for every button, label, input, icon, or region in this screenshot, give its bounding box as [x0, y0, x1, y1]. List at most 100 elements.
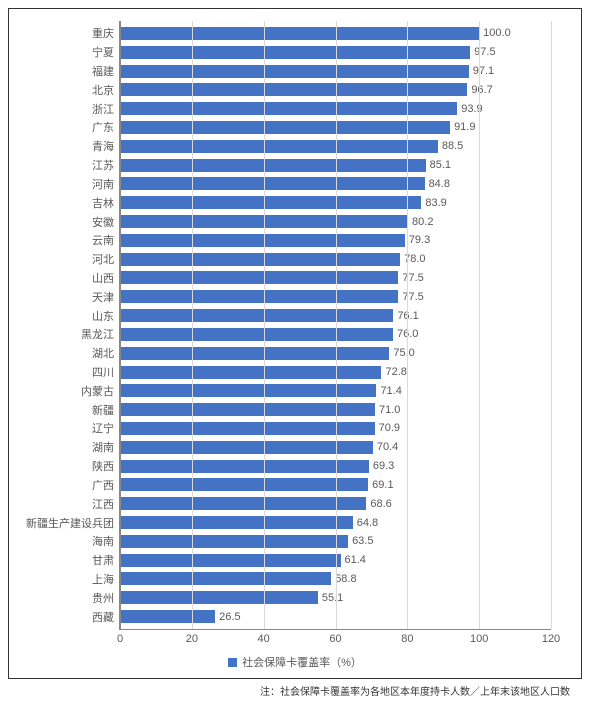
bar: [120, 384, 376, 397]
category-label: 山东: [10, 308, 114, 324]
bar: [120, 290, 398, 303]
category-label: 吉林: [10, 195, 114, 211]
value-label: 71.0: [379, 404, 400, 416]
category-label: 四川: [10, 364, 114, 380]
value-label: 80.2: [412, 216, 433, 228]
footnote: 注：社会保障卡覆盖率为各地区本年度持卡人数／上年末该地区人口数: [8, 683, 582, 698]
bar: [120, 46, 470, 59]
bar: [120, 554, 341, 567]
bar: [120, 535, 348, 548]
category-label: 河北: [10, 251, 114, 267]
bar: [120, 478, 368, 491]
bar: [120, 177, 425, 190]
gridline: [407, 21, 408, 629]
x-tick-label: 100: [470, 633, 488, 645]
value-label: 70.4: [377, 441, 398, 453]
category-label: 广西: [10, 477, 114, 493]
bar: [120, 610, 215, 623]
bar: [120, 121, 450, 134]
bar: [120, 65, 469, 78]
category-label: 江西: [10, 496, 114, 512]
category-label: 宁夏: [10, 44, 114, 60]
category-label: 江苏: [10, 157, 114, 173]
value-label: 68.6: [370, 498, 391, 510]
bar: [120, 460, 369, 473]
value-label: 72.8: [385, 366, 406, 378]
bar: [120, 328, 393, 341]
gridline: [192, 21, 193, 629]
x-tick-label: 0: [117, 633, 123, 645]
gridline: [479, 21, 480, 629]
category-label: 内蒙古: [10, 383, 114, 399]
value-label: 97.1: [473, 65, 494, 77]
category-label: 湖南: [10, 439, 114, 455]
value-label: 61.4: [345, 554, 366, 566]
x-tick-label: 60: [329, 633, 341, 645]
category-label: 广东: [10, 119, 114, 135]
bar: [120, 83, 467, 96]
bar: [120, 347, 389, 360]
category-label: 山西: [10, 270, 114, 286]
value-label: 69.3: [373, 460, 394, 472]
value-label: 58.8: [335, 573, 356, 585]
x-tick-label: 20: [186, 633, 198, 645]
category-label: 黑龙江: [10, 326, 114, 342]
value-label: 79.3: [409, 234, 430, 246]
bar: [120, 572, 331, 585]
bar: [120, 140, 438, 153]
value-label: 55.1: [322, 592, 343, 604]
category-label: 上海: [10, 571, 114, 587]
category-label: 河南: [10, 176, 114, 192]
value-label: 71.4: [380, 385, 401, 397]
category-label: 新疆生产建设兵团: [10, 515, 114, 531]
gridline: [264, 21, 265, 629]
legend-label: 社会保障卡覆盖率（%）: [242, 654, 362, 670]
category-label: 安徽: [10, 214, 114, 230]
x-tick-label: 80: [401, 633, 413, 645]
bar: [120, 253, 400, 266]
value-label: 75.0: [393, 347, 414, 359]
bar: [120, 497, 366, 510]
bar: [120, 403, 375, 416]
x-tick-label: 120: [542, 633, 560, 645]
x-tick-label: 40: [258, 633, 270, 645]
value-label: 97.5: [474, 46, 495, 58]
category-label: 西藏: [10, 609, 114, 625]
category-label: 辽宁: [10, 420, 114, 436]
bar: [120, 516, 353, 529]
category-label: 新疆: [10, 402, 114, 418]
legend-swatch: [228, 658, 237, 667]
category-label: 陕西: [10, 458, 114, 474]
gridline: [120, 21, 121, 629]
gridline: [336, 21, 337, 629]
bar: [120, 591, 318, 604]
value-label: 64.8: [357, 517, 378, 529]
bar: [120, 366, 381, 379]
bar: [120, 309, 393, 322]
category-label: 浙江: [10, 101, 114, 117]
value-label: 88.5: [442, 140, 463, 152]
bar: [120, 196, 421, 209]
category-label: 天津: [10, 289, 114, 305]
category-label: 湖北: [10, 345, 114, 361]
value-label: 69.1: [372, 479, 393, 491]
value-label: 83.9: [425, 197, 446, 209]
category-label: 甘肃: [10, 552, 114, 568]
value-label: 70.9: [379, 422, 400, 434]
value-label: 96.7: [471, 84, 492, 96]
category-label: 福建: [10, 63, 114, 79]
category-label: 重庆: [10, 25, 114, 41]
legend: 社会保障卡覆盖率（%）: [9, 630, 581, 678]
bar: [120, 234, 405, 247]
category-label: 北京: [10, 82, 114, 98]
value-label: 91.9: [454, 121, 475, 133]
value-label: 63.5: [352, 535, 373, 547]
bar: [120, 271, 398, 284]
value-label: 26.5: [219, 611, 240, 623]
bar: [120, 159, 426, 172]
value-label: 77.5: [402, 291, 423, 303]
category-label: 海南: [10, 533, 114, 549]
bar: [120, 27, 479, 40]
value-label: 84.8: [429, 178, 450, 190]
category-label: 云南: [10, 232, 114, 248]
